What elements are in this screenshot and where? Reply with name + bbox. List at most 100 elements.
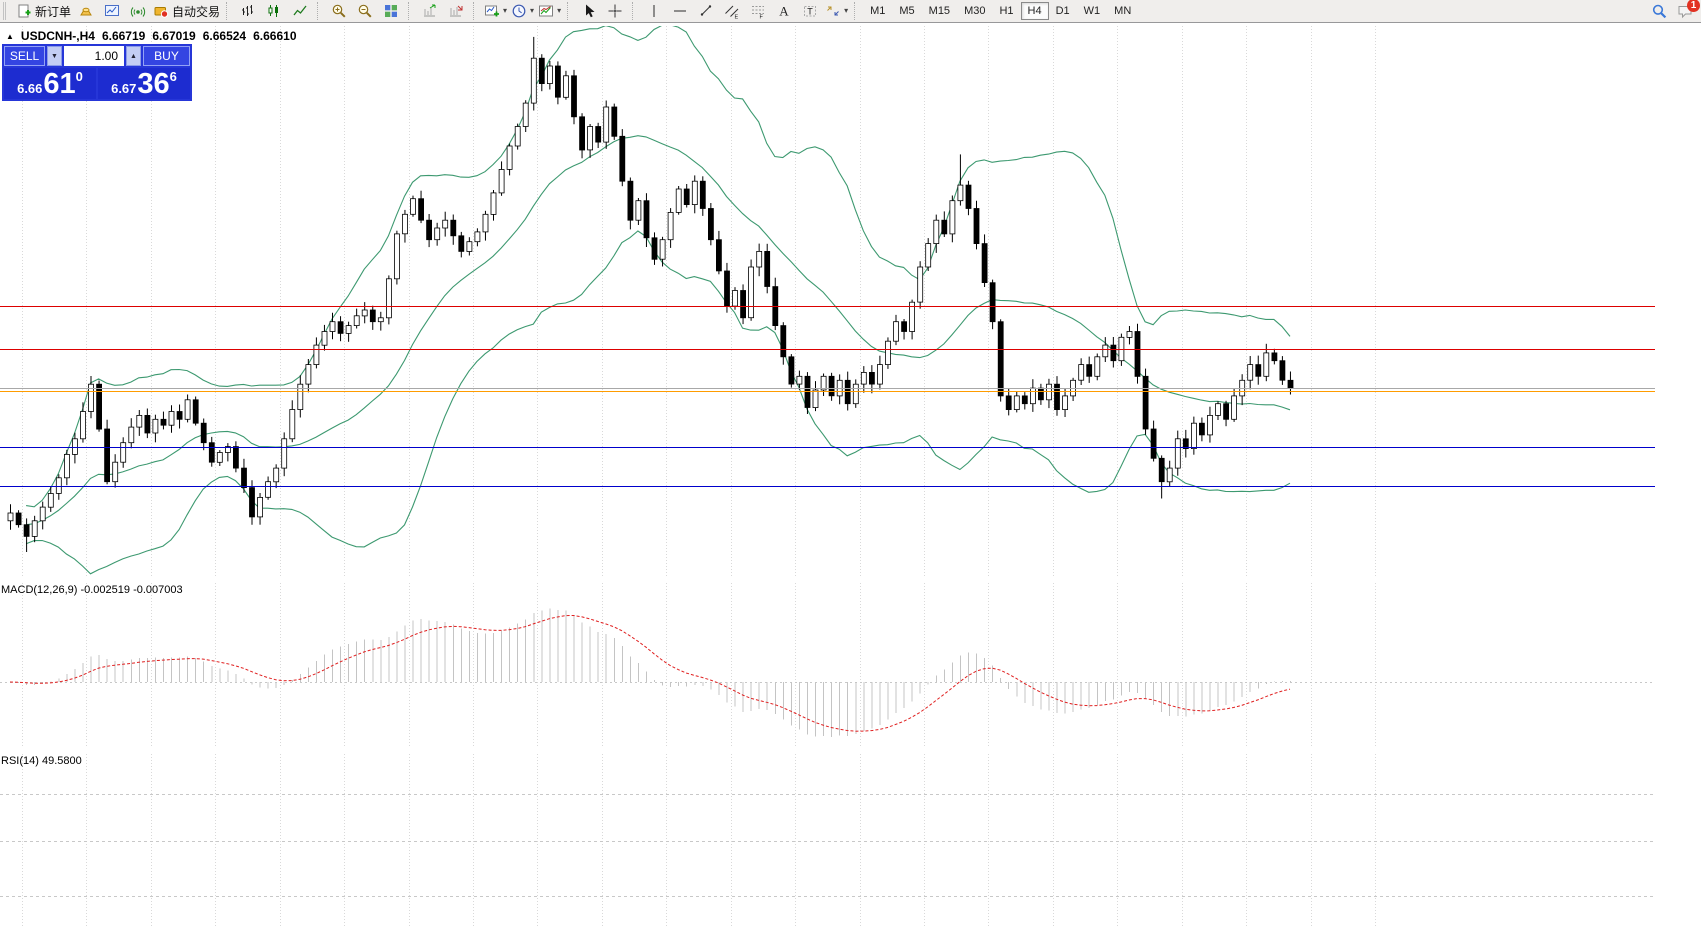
svg-text:F: F — [760, 15, 764, 20]
ohlc-low: 6.66524 — [202, 29, 247, 43]
search-icon — [1652, 4, 1667, 19]
zoomout-icon — [358, 4, 372, 18]
crosshair-button[interactable] — [602, 1, 628, 21]
price-chart[interactable] — [0, 23, 1701, 944]
buy-button[interactable]: BUY — [143, 46, 190, 66]
auto-scroll-button[interactable] — [417, 1, 443, 21]
chevron-down-icon[interactable]: ▾ — [844, 6, 849, 15]
market-signals-button[interactable] — [125, 1, 151, 21]
linechart-icon — [293, 5, 307, 16]
chat-button[interactable]: 1 — [1672, 0, 1700, 21]
tile-icon — [385, 5, 398, 17]
symbol-ohlc-line: ▲ USDCNH-,H4 6.66719 6.67019 6.66524 6.6… — [6, 29, 297, 43]
svg-text:E: E — [735, 15, 739, 20]
chart-shift-button[interactable] — [443, 1, 469, 21]
zoom-in-button[interactable] — [326, 1, 352, 21]
toolbar-grip — [3, 2, 11, 20]
deposit-button[interactable] — [73, 1, 99, 21]
horizontal-line-button[interactable] — [667, 1, 693, 21]
vertical-line-button[interactable] — [641, 1, 667, 21]
timeframe-h1-button[interactable]: H1 — [999, 5, 1014, 17]
terminal-icon — [105, 5, 120, 16]
new-chart-button[interactable]: ▾ — [482, 1, 509, 21]
fibonacci-button[interactable]: F — [745, 1, 771, 21]
text-label-button[interactable]: T — [797, 1, 823, 21]
templates-button[interactable]: ▾ — [536, 1, 563, 21]
ingot-icon — [80, 7, 92, 16]
arrows-button[interactable]: ▾ — [823, 1, 850, 21]
chart-window: ▲ USDCNH-,H4 6.66719 6.67019 6.66524 6.6… — [0, 23, 1701, 944]
volume-decrease-button[interactable]: ▼ — [47, 46, 62, 66]
timeframe-m1-button[interactable]: M1 — [870, 5, 886, 17]
buy-price-sup: 6 — [169, 69, 177, 84]
chevron-down-icon[interactable]: ▾ — [530, 6, 535, 15]
new-order-button[interactable]: 新订单 — [14, 1, 73, 21]
new-order-button-label: 新订单 — [35, 4, 72, 19]
toolbar-separator — [317, 2, 322, 20]
fib-icon: F — [752, 6, 765, 20]
textt-icon: T — [804, 6, 817, 17]
hline-icon — [674, 10, 687, 12]
svg-text:T: T — [807, 7, 813, 17]
toolbar-separator — [408, 2, 413, 20]
autotrading-button[interactable]: 自动交易 — [151, 1, 222, 21]
cursor-button[interactable] — [576, 1, 602, 21]
timeframe-d1-button[interactable]: D1 — [1055, 5, 1070, 17]
web-terminal-button[interactable] — [99, 1, 125, 21]
trendline-button[interactable] — [693, 1, 719, 21]
ohlc-open: 6.66719 — [101, 29, 146, 43]
sell-button[interactable]: SELL — [4, 46, 45, 66]
texta-icon: A — [779, 4, 789, 19]
svg-text:A: A — [779, 4, 789, 19]
zoomin-icon — [332, 4, 346, 18]
toolbar-separator — [473, 2, 478, 20]
cursor-icon — [586, 4, 595, 18]
line-chart-button[interactable] — [287, 1, 313, 21]
periodicity-button[interactable]: ▾ — [509, 1, 536, 21]
vline-icon — [653, 5, 655, 17]
text-button[interactable]: A — [771, 1, 797, 21]
chevron-down-icon[interactable]: ▾ — [503, 6, 508, 15]
clock-icon — [512, 4, 526, 18]
collapse-triangle-icon[interactable]: ▲ — [6, 31, 14, 41]
macd-indicator-label: MACD(12,26,9) -0.002519 -0.007003 — [1, 584, 183, 596]
tline-icon — [700, 5, 712, 16]
main-toolbar: 新订单 自动交易 ▾ ▾ ▾ E F A T ▾ M1 M5 M15 M30 H1 H4 D1 W1 MN 1 — [0, 0, 1701, 23]
candlestick-chart-button[interactable] — [261, 1, 287, 21]
channel-icon: E — [725, 5, 739, 20]
timeframe-m5-button[interactable]: M5 — [899, 5, 915, 17]
symbol-title: USDCNH-,H4 — [20, 29, 95, 43]
timeframe-w1-button[interactable]: W1 — [1083, 5, 1101, 17]
shapes-icon — [827, 6, 839, 16]
volume-increase-button[interactable]: ▲ — [126, 46, 141, 66]
doc_plus-icon — [18, 4, 31, 18]
bar-chart-button[interactable] — [235, 1, 261, 21]
rsi-indicator-label: RSI(14) 49.5800 — [1, 755, 82, 767]
bars-icon — [242, 5, 254, 16]
sell-price-small: 6.66 — [17, 81, 43, 96]
toolbar-separator — [632, 2, 637, 20]
buy-price-small: 6.67 — [111, 81, 137, 96]
chevron-down-icon[interactable]: ▾ — [557, 6, 562, 15]
autoscroll-icon — [424, 4, 436, 17]
timeframe-h4-button[interactable]: H4 — [1020, 2, 1049, 20]
zoom-out-button[interactable] — [352, 1, 378, 21]
search-button[interactable] — [1646, 1, 1672, 21]
toolbar-separator — [854, 2, 859, 20]
timeframe-mn-button[interactable]: MN — [1114, 5, 1132, 17]
ohlc-high: 6.67019 — [152, 29, 196, 43]
candles-icon — [268, 5, 279, 17]
tile-windows-button[interactable] — [378, 1, 404, 21]
auto-icon — [154, 7, 169, 18]
buy-price-display[interactable]: 6.67 36 6 — [98, 68, 190, 99]
ohlc-close: 6.66610 — [253, 29, 297, 43]
sell-price-display[interactable]: 6.66 61 0 — [4, 68, 96, 99]
volume-input[interactable]: 1.00 — [64, 46, 124, 66]
addchart-icon — [485, 5, 500, 17]
one-click-trading-panel: SELL ▼ 1.00 ▲ BUY 6.66 61 0 6.67 36 6 — [2, 44, 192, 101]
timeframe-m15-button[interactable]: M15 — [928, 5, 951, 17]
toolbar-separator — [226, 2, 231, 20]
equidistant-channel-button[interactable]: E — [719, 1, 745, 21]
sell-price-sup: 0 — [75, 69, 83, 84]
timeframe-m30-button[interactable]: M30 — [964, 5, 986, 17]
